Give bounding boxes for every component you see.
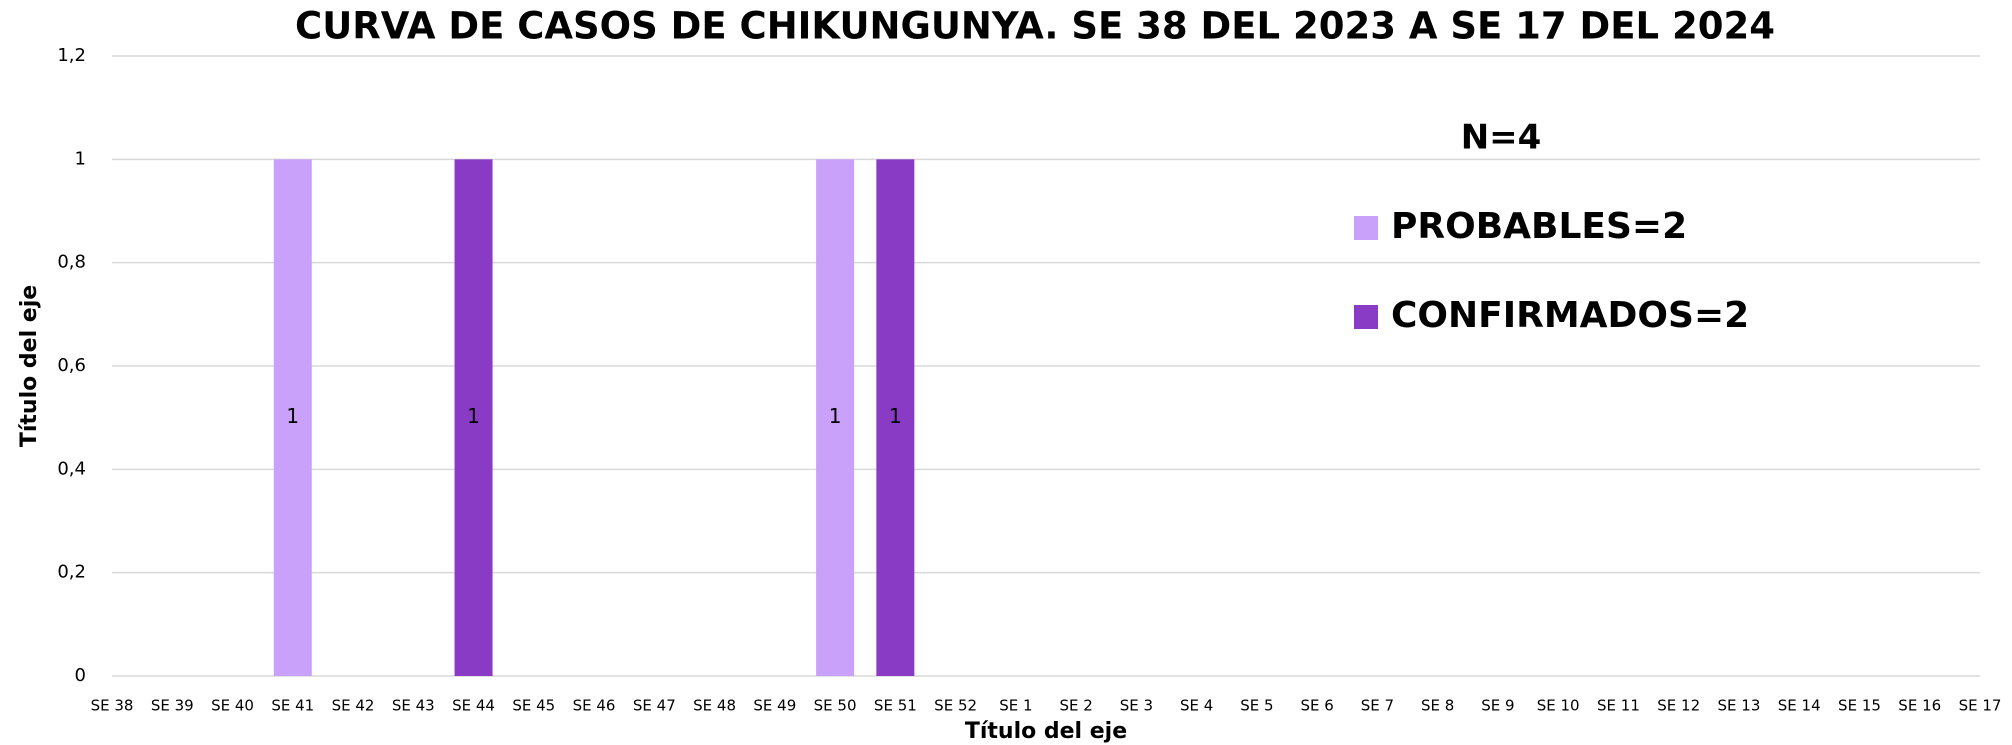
y-tick-label: 0,2: [57, 562, 86, 583]
x-tick-label: SE 3: [1120, 697, 1153, 715]
x-tick-label: SE 49: [753, 697, 796, 715]
y-axis-title: Título del eje: [17, 285, 42, 447]
x-tick-label: SE 5: [1240, 697, 1273, 715]
x-tick-label: SE 17: [1959, 697, 2002, 715]
data-label: 1: [286, 404, 299, 428]
bar: [876, 159, 915, 677]
x-tick-label: SE 44: [452, 697, 495, 715]
data-label: 1: [467, 404, 480, 428]
x-tick-label: SE 39: [151, 697, 194, 715]
legend-label: CONFIRMADOS=2: [1391, 295, 1749, 336]
x-tick-label: SE 46: [573, 697, 616, 715]
x-tick-label: SE 10: [1537, 697, 1580, 715]
y-tick-label: 1: [75, 148, 86, 169]
x-tick-label: SE 2: [1059, 697, 1092, 715]
chart-title: CURVA DE CASOS DE CHIKUNGUNYA. SE 38 DEL…: [295, 5, 1775, 48]
annotation: N=4: [1461, 118, 1542, 158]
y-tick-label: 0,4: [57, 458, 86, 479]
x-tick-label: SE 6: [1301, 697, 1334, 715]
data-label: 1: [829, 404, 842, 428]
legend-label: PROBABLES=2: [1391, 206, 1687, 247]
x-tick-label: SE 41: [271, 697, 314, 715]
x-tick-label: SE 9: [1481, 697, 1514, 715]
x-tick-label: SE 45: [512, 697, 555, 715]
x-tick-label: SE 15: [1838, 697, 1881, 715]
x-tick-label: SE 13: [1718, 697, 1761, 715]
x-tick-label: SE 40: [211, 697, 254, 715]
x-tick-label: SE 12: [1657, 697, 1700, 715]
x-tick-label: SE 38: [91, 697, 134, 715]
y-tick-label: 0,6: [57, 355, 86, 376]
x-tick-label: SE 51: [874, 697, 917, 715]
x-tick-label: SE 47: [633, 697, 676, 715]
x-tick-label: SE 43: [392, 697, 435, 715]
x-tick-label: SE 4: [1180, 697, 1213, 715]
bar: [816, 159, 855, 677]
x-tick-label: SE 14: [1778, 697, 1821, 715]
x-tick-label: SE 1: [999, 697, 1032, 715]
x-tick-label: SE 42: [332, 697, 375, 715]
x-tick-label: SE 52: [934, 697, 977, 715]
data-label: 1: [889, 404, 902, 428]
y-tick-label: 1,2: [57, 45, 86, 66]
x-tick-label: SE 11: [1597, 697, 1640, 715]
x-tick-label: SE 16: [1898, 697, 1941, 715]
x-tick-label: SE 8: [1421, 697, 1454, 715]
y-tick-label: 0: [75, 665, 86, 686]
legend-swatch: [1354, 216, 1378, 240]
x-tick-label: SE 7: [1361, 697, 1394, 715]
legend-swatch: [1354, 305, 1378, 329]
bar: [273, 159, 312, 677]
x-axis-title: Título del eje: [965, 719, 1127, 744]
x-tick-label: SE 48: [693, 697, 736, 715]
bar: [454, 159, 493, 677]
y-tick-label: 0,8: [57, 252, 86, 273]
x-tick-label: SE 50: [814, 697, 857, 715]
